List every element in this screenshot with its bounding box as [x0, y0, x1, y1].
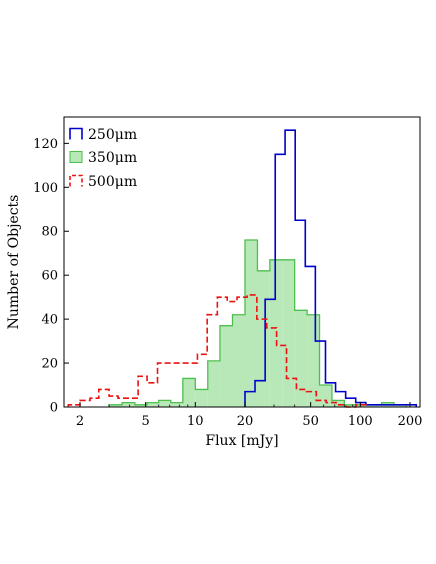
x-tick-label: 50 [302, 414, 319, 429]
legend-swatch-250um [69, 127, 83, 140]
bar-350um [244, 240, 258, 407]
x-tick-label: 10 [187, 414, 204, 429]
bar-350um [219, 325, 233, 407]
bar-350um [134, 404, 148, 407]
y-tick-label: 40 [41, 313, 58, 328]
bar-350um [294, 310, 308, 407]
x-tick-label: 200 [398, 414, 423, 429]
bar-350um [394, 404, 407, 407]
x-axis-ticks: 2 5 10 20 50 100 200 [76, 402, 423, 429]
bar-350um [319, 385, 332, 407]
series-500um-line [67, 294, 367, 408]
y-tick-label: 80 [41, 225, 58, 240]
legend: 250μm 350μm 500μm [69, 127, 137, 190]
bar-350um [369, 404, 382, 407]
x-tick-label: 20 [237, 414, 254, 429]
series-250um-step [244, 129, 418, 407]
bar-350um [232, 314, 245, 407]
y-axis-ticks: 0 20 40 60 80 100 120 [33, 137, 69, 416]
series-350um-bars [108, 239, 408, 407]
y-tick-label: 100 [33, 181, 58, 196]
x-tick-label: 2 [76, 414, 84, 429]
bar-350um [109, 404, 123, 407]
bar-350um [344, 404, 357, 407]
series-250um-line [244, 129, 418, 407]
bar-350um [356, 404, 370, 407]
series-500um-step [67, 294, 367, 408]
x-tick-label: 5 [142, 414, 150, 429]
legend-swatch-500um [69, 174, 83, 187]
bar-350um [331, 400, 345, 407]
y-tick-label: 120 [33, 137, 58, 152]
bar-350um [195, 389, 208, 407]
bar-350um [182, 378, 196, 407]
bar-350um [282, 259, 295, 407]
bar-350um [170, 402, 183, 407]
x-axis-label: Flux [mJy] [205, 433, 278, 449]
legend-label: 500μm [88, 174, 137, 190]
y-tick-label: 60 [41, 269, 58, 284]
bar-350um [122, 402, 135, 407]
x-tick-label: 100 [348, 414, 373, 429]
legend-label: 350μm [88, 150, 137, 166]
bar-350um [158, 400, 171, 407]
bar-350um [257, 270, 270, 407]
legend-label: 250μm [88, 127, 137, 143]
y-tick-label: 0 [50, 401, 58, 416]
y-axis-label: Number of Objects [6, 195, 22, 330]
series-350um-outline [108, 239, 408, 407]
y-tick-label: 20 [41, 357, 58, 372]
bar-350um [147, 402, 159, 407]
bar-350um [307, 314, 320, 407]
legend-swatch-350um [69, 151, 83, 163]
plot-frame [63, 116, 421, 408]
bar-350um [207, 360, 220, 407]
